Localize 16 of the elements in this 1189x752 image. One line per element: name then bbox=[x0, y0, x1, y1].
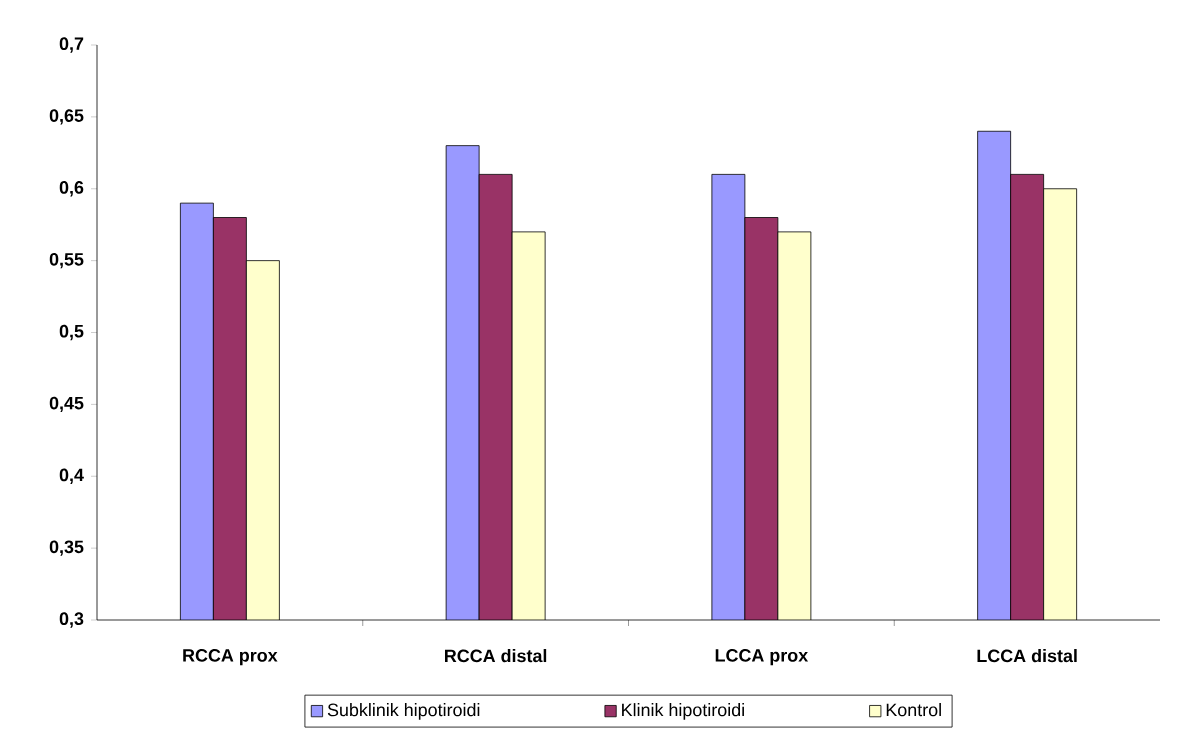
y-tick-label: 0,65 bbox=[49, 109, 84, 125]
y-tick-label: 0,55 bbox=[49, 252, 84, 269]
x-tick-label: LCCA distal bbox=[977, 649, 1077, 663]
x-tick-label: RCCA prox bbox=[183, 649, 278, 666]
legend-label: Klinik hipotiroidi bbox=[622, 703, 744, 720]
y-tick-label: 0,35 bbox=[49, 540, 84, 556]
y-tick-label: 0,6 bbox=[59, 181, 84, 197]
legend-label: Subklinik hipotiroidi bbox=[327, 703, 480, 720]
y-tick-label: 0,45 bbox=[49, 396, 84, 413]
legend-label: Kontrol bbox=[886, 703, 941, 717]
y-tick-label: 0,3 bbox=[59, 612, 84, 628]
y-tick-label: 0,7 bbox=[59, 37, 84, 53]
y-tick-label: 0,5 bbox=[59, 324, 84, 341]
x-tick-label: LCCA prox bbox=[715, 649, 809, 666]
x-tick-label: RCCA distal bbox=[445, 649, 547, 663]
y-tick-label: 0,4 bbox=[59, 468, 84, 484]
